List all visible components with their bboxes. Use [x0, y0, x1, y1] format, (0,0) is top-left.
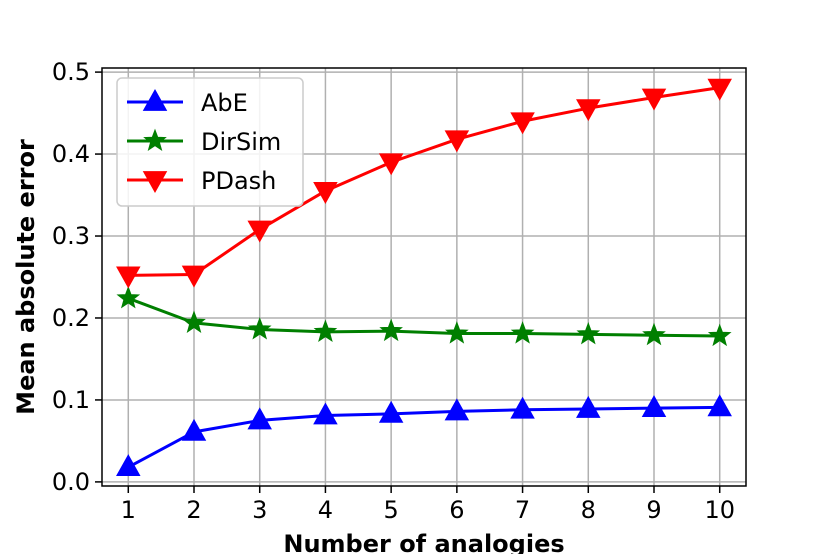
data-point: [116, 285, 141, 309]
data-point: [444, 130, 470, 153]
x-tick-label: 2: [186, 496, 201, 524]
x-tick-label: 6: [449, 496, 464, 524]
data-point: [313, 182, 338, 204]
x-tick-label: 1: [121, 496, 136, 524]
y-tick-label: 0.0: [52, 468, 90, 496]
data-point: [707, 323, 732, 347]
data-point: [379, 318, 403, 342]
data-point: [181, 418, 207, 441]
data-point: [444, 398, 470, 421]
series-pdash: [116, 78, 732, 289]
data-point: [116, 454, 141, 477]
data-point: [576, 395, 601, 418]
x-tick-label: 8: [581, 496, 596, 524]
y-tick-label: 0.1: [52, 386, 90, 414]
axis-ticks: 1 2 3 4 5 6 7 8 9 10 0.0 0.1 0.2 0.3 0.4 0.5: [52, 58, 735, 524]
legend-item-pdash: PDash: [127, 167, 276, 195]
data-point: [313, 402, 338, 425]
series-dirsim: [116, 285, 732, 347]
data-point: [707, 78, 732, 101]
y-tick-label: 0.3: [52, 222, 90, 250]
data-point: [313, 319, 338, 342]
legend-marker: [142, 88, 168, 111]
legend-item-abe: AbE: [127, 88, 248, 117]
data-point: [707, 394, 732, 417]
legend-label: DirSim: [201, 128, 281, 156]
x-tick-label: 4: [318, 496, 333, 524]
legend-marker: [142, 171, 168, 194]
data-point: [642, 322, 666, 346]
series-line: [128, 86, 720, 277]
data-point: [247, 317, 272, 340]
x-tick-label: 9: [646, 496, 661, 524]
y-axis-title: Mean absolute error: [12, 139, 40, 415]
legend-label: AbE: [201, 89, 248, 117]
data-point: [641, 395, 667, 418]
data-point: [247, 407, 272, 430]
series-line: [127, 405, 720, 469]
data-point: [181, 265, 207, 288]
data-point: [576, 99, 601, 122]
x-tick-label: 5: [384, 496, 399, 524]
x-tick-label: 7: [515, 496, 530, 524]
legend-label: PDash: [201, 167, 276, 195]
plot-frame: [101, 67, 747, 487]
series-line: [127, 296, 720, 338]
series-layer: [116, 78, 732, 477]
legend-item-dirsim: DirSim: [127, 128, 281, 156]
legend-marker: [143, 128, 167, 152]
data-point: [378, 400, 404, 423]
data-point: [510, 396, 535, 419]
data-point: [182, 310, 206, 333]
data-point: [510, 321, 535, 344]
series-abe: [116, 394, 732, 477]
legend: AbE DirSim PDash: [116, 77, 304, 207]
data-point: [116, 266, 141, 289]
x-axis-title: Number of analogies: [283, 530, 564, 554]
data-point: [445, 321, 469, 344]
x-tick-label: 10: [704, 496, 735, 524]
data-point: [510, 112, 535, 135]
data-point: [247, 220, 272, 243]
data-point: [576, 321, 601, 345]
y-tick-label: 0.5: [52, 58, 90, 86]
x-tick-label: 3: [252, 496, 267, 524]
data-point: [378, 153, 404, 176]
y-tick-label: 0.2: [52, 304, 90, 332]
data-point: [641, 88, 667, 111]
y-tick-label: 0.4: [52, 140, 90, 168]
